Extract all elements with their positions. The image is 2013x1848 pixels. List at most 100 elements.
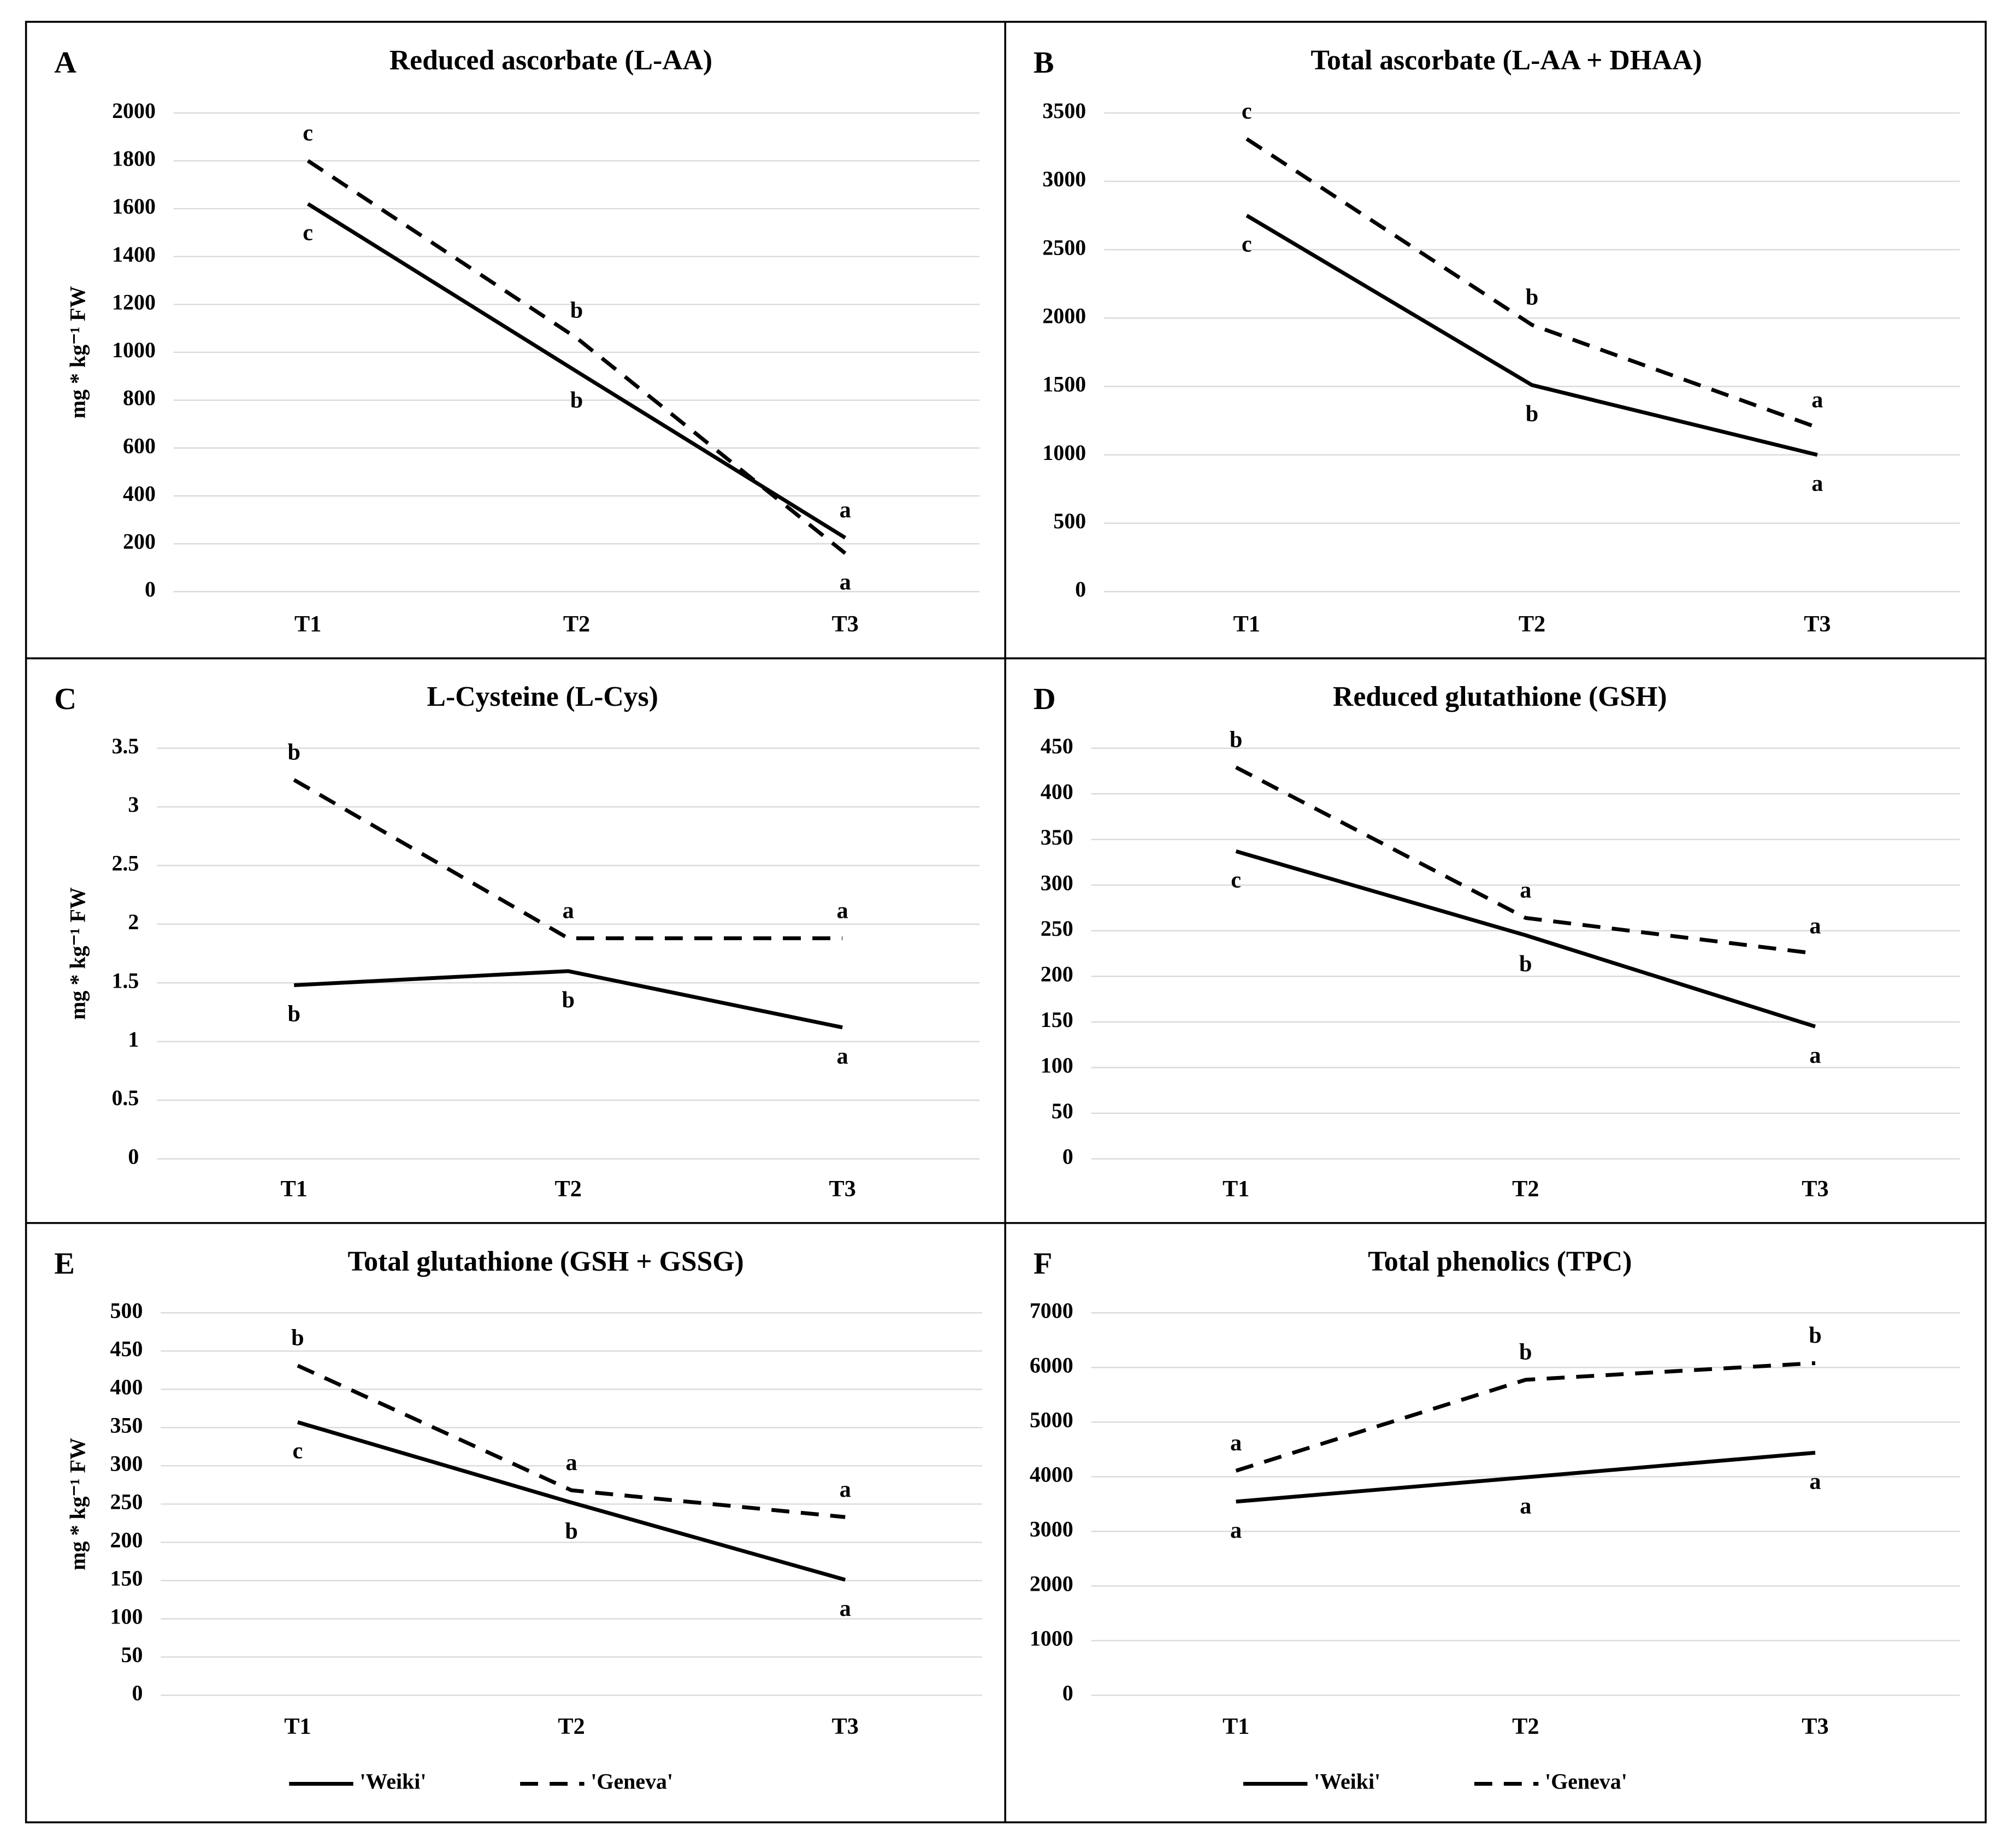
significance-letter: b (1526, 401, 1539, 427)
y-tick-label: 1000 (1042, 440, 1086, 465)
panel-letter: A (54, 46, 76, 80)
series-line (1245, 214, 1818, 457)
y-axis-label: mg * kg⁻¹ FW (65, 887, 90, 1020)
y-tick-label: 2000 (112, 98, 156, 123)
panel-letter: D (1034, 682, 1056, 716)
y-tick-label: 350 (1041, 825, 1073, 849)
panel-letter: F (1034, 1247, 1052, 1281)
y-tick-label: 450 (110, 1337, 143, 1361)
significance-letter: a (840, 1477, 851, 1502)
y-tick-label: 50 (1052, 1099, 1073, 1123)
significance-letter: b (570, 387, 583, 413)
y-tick-label: 0 (1075, 577, 1086, 601)
significance-letter: b (1809, 1322, 1822, 1348)
x-tick-label: T3 (832, 1714, 859, 1739)
x-tick-label: T1 (294, 611, 321, 637)
x-tick-label: T3 (832, 611, 859, 637)
y-tick-label: 400 (1041, 779, 1073, 804)
x-tick-label: T3 (1802, 1714, 1828, 1739)
chart-title: Reduced ascorbate (L-AA) (389, 45, 712, 76)
x-tick-label: T3 (1802, 1176, 1828, 1202)
y-tick-label: 1600 (112, 194, 156, 219)
series-line (1236, 1450, 1816, 1504)
significance-letter: a (840, 497, 851, 523)
significance-letter: a (1230, 1518, 1242, 1543)
y-tick-label: 0 (1062, 1144, 1073, 1169)
y-tick-label: 800 (123, 386, 156, 410)
y-tick-label: 7000 (1030, 1298, 1073, 1322)
series-line (294, 969, 843, 1030)
panel-letter: B (1034, 46, 1054, 80)
panel-letter: C (54, 682, 76, 716)
y-tick-label: 2500 (1042, 235, 1086, 259)
series-line (306, 202, 847, 540)
y-tick-label: 0 (132, 1681, 143, 1705)
legend-label: 'Geneva' (591, 1769, 673, 1794)
significance-letter: c (303, 120, 313, 146)
y-tick-label: 1.5 (111, 968, 139, 993)
significance-letter: a (563, 898, 574, 923)
significance-letter: a (1809, 1042, 1821, 1068)
y-tick-label: 200 (110, 1528, 143, 1552)
y-tick-label: 600 (123, 433, 156, 458)
x-tick-label: T3 (829, 1176, 856, 1202)
legend-label: 'Weiki' (1314, 1769, 1380, 1794)
significance-letter: b (570, 297, 583, 323)
x-tick-label: T2 (1519, 611, 1545, 637)
y-tick-label: 1 (128, 1027, 139, 1052)
y-tick-label: 1800 (112, 146, 156, 171)
y-tick-label: 6000 (1030, 1353, 1073, 1378)
significance-letter: a (837, 1043, 848, 1069)
significance-letter: a (1230, 1430, 1242, 1456)
panel-letter: E (54, 1247, 75, 1281)
y-tick-label: 2000 (1030, 1572, 1073, 1596)
chart-title: Total glutathione (GSH + GSSG) (347, 1246, 743, 1277)
significance-letter: a (1809, 913, 1821, 938)
x-tick-label: T2 (558, 1714, 585, 1739)
series-line (1235, 765, 1816, 956)
significance-letter: b (287, 739, 300, 765)
chart-title: Total phenolics (TPC) (1368, 1246, 1632, 1277)
y-tick-label: 2.5 (111, 851, 139, 876)
y-axis-label: mg * kg⁻¹ FW (65, 286, 90, 418)
y-tick-label: 250 (1041, 916, 1073, 941)
series-line (1235, 849, 1816, 1029)
series-line (1235, 1361, 1816, 1473)
x-tick-label: T1 (1223, 1176, 1249, 1202)
x-tick-label: T2 (555, 1176, 582, 1202)
chart-title: L-Cysteine (L-Cys) (427, 681, 658, 712)
significance-letter: a (840, 1596, 851, 1621)
y-tick-label: 400 (110, 1375, 143, 1400)
y-tick-label: 300 (1041, 870, 1073, 895)
significance-letter: a (837, 898, 848, 923)
y-tick-label: 0 (145, 577, 156, 601)
x-tick-label: T2 (563, 611, 590, 637)
x-tick-label: T1 (1233, 611, 1260, 637)
legend-label: 'Geneva' (1545, 1769, 1627, 1794)
y-tick-label: 0.5 (111, 1085, 139, 1110)
y-tick-label: 100 (1041, 1053, 1073, 1078)
significance-letter: a (1520, 1493, 1531, 1519)
y-tick-label: 2 (128, 910, 139, 934)
significance-letter: c (293, 1438, 303, 1464)
x-tick-label: T2 (1512, 1714, 1539, 1739)
legend-label: 'Weiki' (359, 1769, 426, 1794)
y-tick-label: 500 (110, 1298, 143, 1322)
significance-letter: b (1230, 727, 1243, 752)
significance-letter: a (1520, 877, 1531, 903)
x-tick-label: T2 (1512, 1176, 1539, 1202)
y-tick-label: 400 (123, 481, 156, 506)
chart-title: Reduced glutathione (GSH) (1333, 681, 1667, 712)
significance-letter: b (565, 1519, 578, 1544)
y-tick-label: 3.5 (111, 734, 139, 758)
y-tick-label: 50 (121, 1643, 143, 1667)
y-tick-label: 0 (128, 1144, 139, 1169)
significance-letter: b (1526, 285, 1539, 310)
y-tick-label: 3000 (1042, 167, 1086, 191)
series-line (297, 1420, 846, 1582)
y-tick-label: 500 (1053, 509, 1086, 533)
significance-letter: b (291, 1325, 304, 1351)
series-line (293, 778, 843, 941)
y-tick-label: 450 (1041, 734, 1073, 758)
